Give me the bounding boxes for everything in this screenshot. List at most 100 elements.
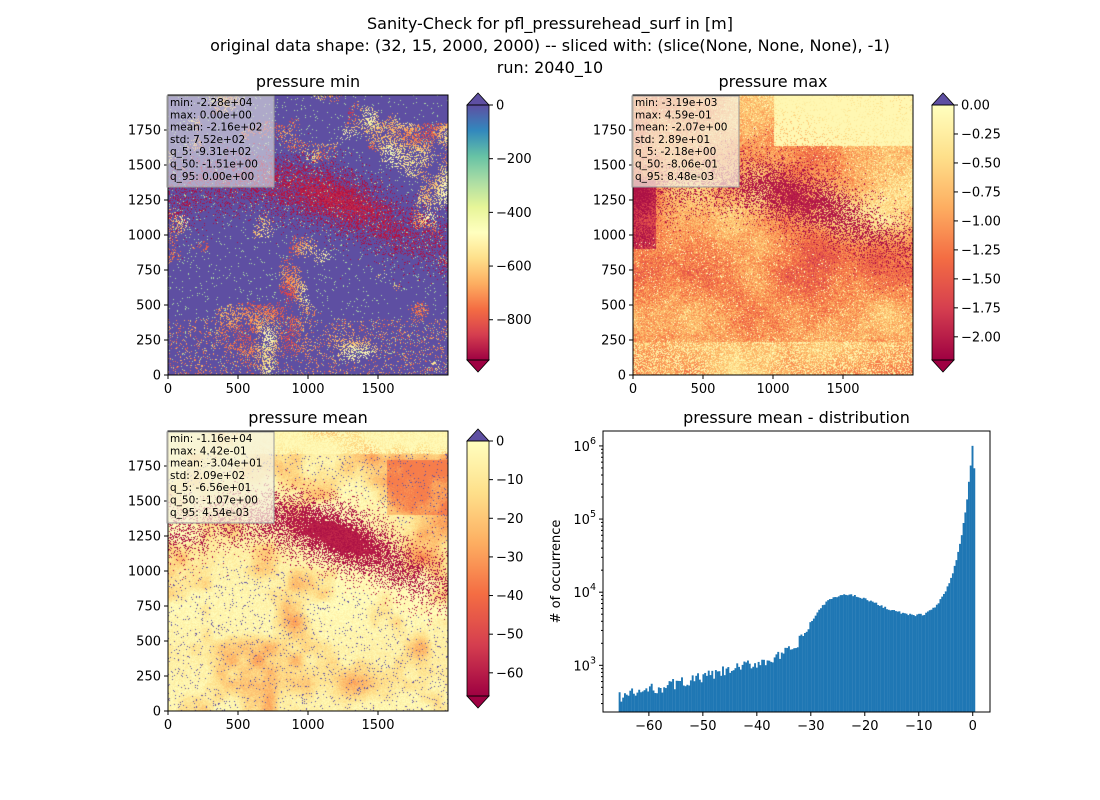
histogram-bar bbox=[887, 609, 890, 712]
stats-line: max: 4.59e-01 bbox=[635, 109, 712, 121]
stats-line: q_95: 4.54e-03 bbox=[170, 507, 249, 519]
y-tick-label: 1500 bbox=[128, 159, 161, 174]
histogram-bar bbox=[686, 684, 689, 712]
histogram-bar bbox=[793, 648, 796, 712]
colorbar-tick-label: −10 bbox=[496, 473, 523, 488]
histogram-bar bbox=[746, 660, 749, 712]
histogram-bar bbox=[861, 598, 863, 712]
x-tick-label: 1500 bbox=[361, 718, 394, 733]
histogram-bar bbox=[764, 665, 767, 712]
histogram-bar bbox=[650, 683, 653, 712]
y-tick-label: 105 bbox=[573, 509, 596, 528]
histogram-bar bbox=[766, 660, 769, 712]
histogram-bar bbox=[909, 613, 912, 712]
x-tick-label: −60 bbox=[635, 719, 662, 734]
histogram-bar bbox=[812, 618, 815, 712]
histogram-bar bbox=[850, 594, 853, 712]
colorbar-extend-bottom bbox=[931, 359, 955, 373]
histogram-bar bbox=[971, 445, 974, 712]
x-tick-label: 1500 bbox=[826, 382, 859, 397]
histogram-bar bbox=[903, 613, 906, 712]
y-tick-label: 1250 bbox=[593, 194, 626, 209]
histogram-bar bbox=[957, 551, 960, 712]
histogram-bar bbox=[896, 611, 899, 712]
histogram-bar bbox=[809, 622, 812, 712]
colorbar-tick-label: −0.75 bbox=[961, 185, 1001, 200]
histogram-bar bbox=[681, 677, 683, 712]
histogram-bar bbox=[729, 672, 732, 712]
figure-title-line-3: run: 2040_10 bbox=[497, 58, 603, 78]
histogram-bar bbox=[807, 629, 810, 712]
histogram-bar bbox=[862, 597, 865, 712]
stats-line: q_50: -1.51e+00 bbox=[170, 159, 258, 171]
histogram-bar bbox=[768, 660, 771, 712]
histogram-bar bbox=[629, 690, 632, 712]
histogram-bar bbox=[926, 611, 929, 712]
histogram-bar bbox=[648, 686, 651, 712]
distribution-title: pressure mean - distribution bbox=[683, 408, 910, 427]
stats-line: q_50: -1.07e+00 bbox=[170, 495, 258, 507]
y-tick-label: 1750 bbox=[128, 460, 161, 475]
histogram-bar bbox=[804, 632, 806, 712]
histogram-bar bbox=[645, 688, 648, 712]
histogram-bar bbox=[627, 695, 630, 712]
histogram-bar bbox=[885, 609, 888, 712]
histogram-bar bbox=[948, 583, 951, 712]
histogram-bar bbox=[875, 602, 878, 712]
histogram-bar bbox=[935, 604, 938, 712]
histogram-bar bbox=[677, 680, 680, 712]
histogram-bar bbox=[832, 597, 835, 712]
histogram-bar bbox=[780, 652, 783, 712]
histogram-bar bbox=[934, 607, 937, 712]
y-tick-label: 1500 bbox=[593, 159, 626, 174]
histogram-bar bbox=[745, 662, 748, 712]
histogram-bar bbox=[955, 560, 958, 712]
x-tick-label: 0 bbox=[969, 719, 977, 734]
histogram-bar bbox=[811, 620, 814, 712]
stats-box-background bbox=[166, 95, 275, 188]
pressure-max-panel: pressure max 0 500 1000 1500 0 250 500 750 1000 1… bbox=[593, 72, 1001, 397]
colorbar-tick-label: −600 bbox=[496, 260, 532, 275]
histogram-bar bbox=[821, 605, 824, 712]
histogram-bar bbox=[732, 670, 735, 712]
histogram-bar bbox=[857, 597, 860, 712]
colorbar-extend-bottom bbox=[466, 359, 490, 373]
histogram-bar bbox=[820, 608, 822, 712]
histogram-bar bbox=[932, 607, 935, 712]
histogram-bar bbox=[673, 689, 676, 712]
histogram-bar bbox=[818, 609, 821, 712]
y-tick-label: 1250 bbox=[128, 194, 161, 209]
histogram-bar bbox=[905, 613, 908, 712]
histogram-bar bbox=[675, 680, 678, 712]
stats-line: q_5: -6.56e+01 bbox=[170, 482, 251, 494]
stats-line: min: -1.16e+04 bbox=[170, 433, 253, 445]
colorbar-tick-label: −60 bbox=[496, 666, 523, 681]
histogram-bar bbox=[951, 573, 954, 712]
histogram-bar bbox=[962, 522, 965, 712]
colorbar-tick-label: −2.00 bbox=[961, 330, 1001, 345]
colorbar-tick-label: −0.25 bbox=[961, 127, 1001, 142]
histogram-bar bbox=[656, 693, 659, 712]
histogram-bar bbox=[773, 657, 776, 712]
colorbar: 0.00 −0.25 −0.50 −0.75 −1.00 −1.25 −1.50 −1.75 −… bbox=[931, 92, 1001, 373]
histogram-bar bbox=[738, 666, 740, 712]
stats-line: std: 2.09e+02 bbox=[170, 470, 245, 482]
figure-title: Sanity-Check for pfl_pressurehead_surf i… bbox=[210, 14, 890, 78]
histogram-bar bbox=[873, 602, 876, 712]
pressure-mean-title: pressure mean bbox=[248, 408, 368, 427]
histogram-bar bbox=[668, 681, 671, 712]
histogram-bar bbox=[884, 606, 887, 712]
histogram-bar bbox=[689, 680, 692, 712]
histogram-bar bbox=[702, 674, 705, 712]
histogram-bar bbox=[866, 600, 869, 712]
histogram-bar bbox=[757, 661, 760, 712]
histogram-bar bbox=[900, 613, 903, 712]
colorbar-tick-label: −1.25 bbox=[961, 243, 1001, 258]
stats-line: min: -2.28e+04 bbox=[170, 97, 253, 109]
y-tick-label: 250 bbox=[136, 334, 161, 349]
histogram-bar bbox=[960, 535, 963, 712]
histogram-bar bbox=[700, 682, 703, 712]
histogram-bar bbox=[868, 601, 871, 712]
histogram-bar bbox=[816, 612, 819, 712]
y-tick-label: 0 bbox=[618, 369, 626, 384]
